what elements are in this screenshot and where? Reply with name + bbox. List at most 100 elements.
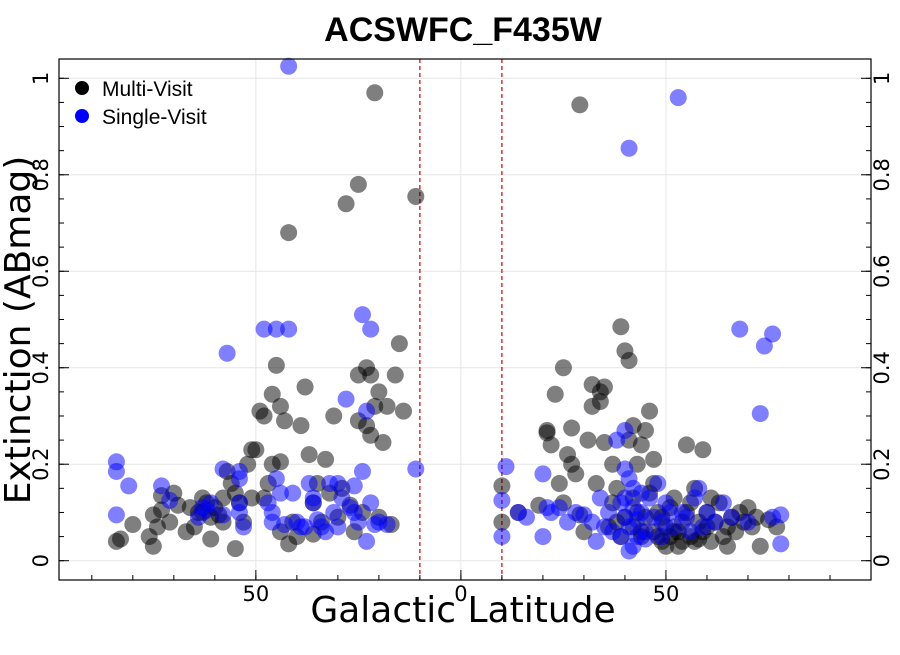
data-point	[595, 378, 613, 396]
data-point	[349, 175, 367, 193]
data-point	[653, 528, 671, 546]
data-point	[390, 335, 408, 353]
data-point	[366, 84, 384, 102]
data-point	[616, 421, 634, 439]
data-point	[362, 494, 380, 512]
data-point	[731, 320, 749, 338]
data-point	[661, 503, 679, 521]
y-tick-label-right: 0.2	[870, 448, 894, 481]
data-point	[563, 419, 581, 437]
data-point	[202, 530, 220, 548]
data-point	[751, 405, 769, 423]
data-point	[271, 484, 289, 502]
data-point	[550, 475, 568, 493]
data-point	[296, 518, 314, 536]
data-point	[554, 359, 572, 377]
data-point	[280, 535, 298, 553]
data-point	[579, 431, 597, 449]
x-axis-label: Galactic Latitude	[310, 590, 615, 631]
data-point	[107, 462, 125, 480]
data-point	[124, 516, 142, 534]
data-point	[407, 187, 425, 205]
data-point	[636, 530, 654, 548]
data-point	[645, 450, 663, 468]
data-point	[296, 378, 314, 396]
data-point	[497, 458, 515, 476]
data-point	[620, 470, 638, 488]
data-point	[235, 518, 253, 536]
data-point	[649, 475, 667, 493]
data-point	[362, 426, 380, 444]
data-point	[538, 421, 556, 439]
data-point	[280, 320, 298, 338]
data-point	[325, 503, 343, 521]
data-point	[620, 352, 638, 370]
series-multi-visit	[107, 84, 786, 558]
data-point	[628, 511, 646, 529]
y-tick-label-left: 0.2	[29, 448, 53, 481]
data-point	[550, 499, 568, 517]
data-point	[677, 508, 695, 526]
data-point	[694, 518, 712, 536]
x-tick-label: 0	[454, 582, 467, 606]
data-point	[161, 491, 179, 509]
data-point	[587, 475, 605, 493]
data-point	[567, 465, 585, 483]
data-point	[276, 412, 294, 430]
data-point	[641, 402, 659, 420]
data-point	[226, 540, 244, 558]
data-point	[772, 506, 790, 524]
data-point	[153, 477, 171, 495]
y-tick-label-left: 0.6	[29, 255, 53, 288]
data-point	[267, 356, 285, 374]
x-tick-label: 50	[653, 582, 680, 606]
data-point	[263, 385, 281, 403]
data-point	[374, 434, 392, 452]
data-point	[337, 390, 355, 408]
axis-ticks: 50 0 50 0 0 0.2 0.2 0.4 0.4 0.6 0.6 0.8 0.8 1 1	[29, 72, 894, 606]
y-tick-label-right: 0	[870, 554, 894, 567]
data-point	[534, 465, 552, 483]
data-point	[358, 402, 376, 420]
data-point	[370, 383, 388, 401]
series-single-visit	[107, 57, 790, 560]
data-point	[591, 489, 609, 507]
data-point	[378, 397, 396, 415]
data-point	[280, 224, 298, 242]
data-point	[534, 528, 552, 546]
y-tick-label-left: 0.4	[29, 351, 53, 384]
data-point	[202, 494, 220, 512]
data-point	[632, 484, 650, 502]
legend-label: Single-Visit	[102, 106, 207, 129]
chart-title: ACSWFC_F435W	[324, 11, 603, 49]
legend-label: Multi-Visit	[102, 78, 193, 101]
y-tick-label-left: 0.8	[29, 158, 53, 191]
data-point	[358, 532, 376, 550]
data-point	[214, 506, 232, 524]
data-point	[755, 337, 773, 355]
y-tick-label-right: 0.4	[870, 351, 894, 384]
y-tick-label-left: 0	[29, 554, 53, 567]
y-tick-label-left: 1	[29, 72, 53, 85]
data-point	[620, 139, 638, 157]
data-point	[764, 325, 782, 343]
data-point	[255, 320, 273, 338]
data-point	[772, 535, 790, 553]
data-point	[378, 516, 396, 534]
data-point	[493, 513, 511, 531]
data-point	[329, 518, 347, 536]
data-point	[665, 518, 683, 536]
data-point	[329, 475, 347, 493]
data-point	[255, 407, 273, 425]
data-point	[518, 508, 536, 526]
data-point	[337, 195, 355, 213]
data-point	[304, 489, 322, 507]
data-point	[546, 385, 564, 403]
data-point	[107, 506, 125, 524]
legend-marker	[75, 109, 89, 123]
data-point	[612, 318, 630, 336]
data-point	[669, 89, 687, 107]
data-point	[645, 508, 663, 526]
data-point	[300, 475, 318, 493]
